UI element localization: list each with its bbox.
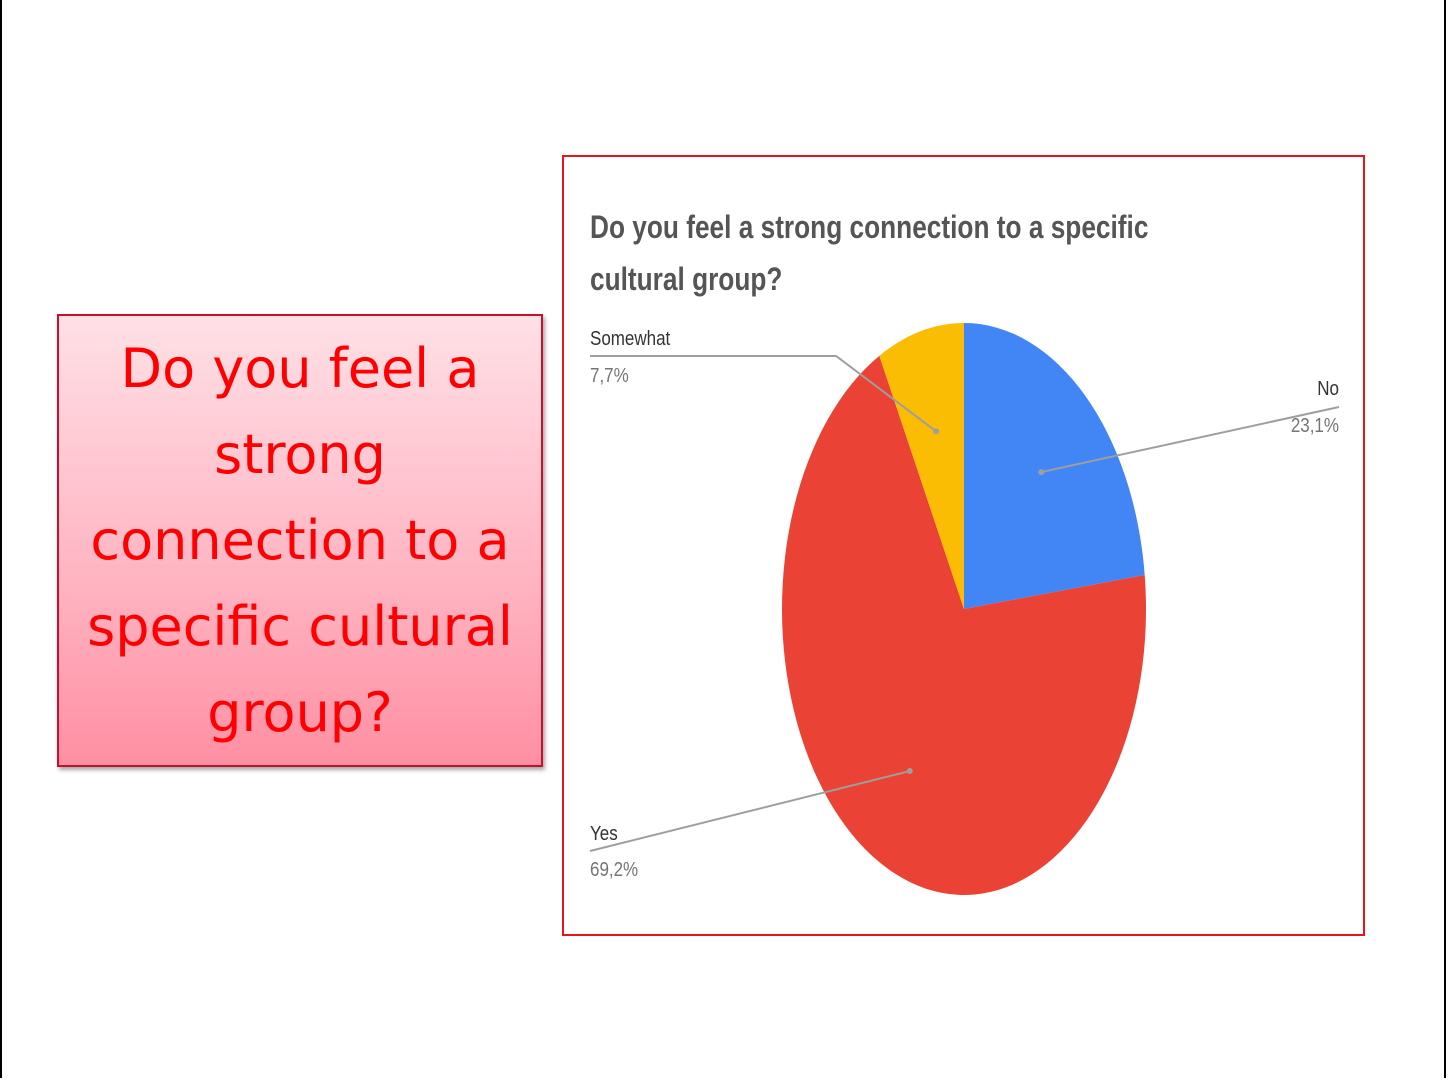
pie-chart: No 23,1% Yes 69,2% Somewhat 7,7% bbox=[589, 323, 1340, 895]
chart-title: Do you feel a strong connection to a spe… bbox=[590, 209, 1149, 297]
leader-line-yes bbox=[589, 770, 911, 852]
slice-value-no: 23,1% bbox=[1291, 414, 1339, 437]
pie-slice-yes bbox=[782, 355, 1146, 895]
chart-panel: Do you feel a strong connection to a spe… bbox=[562, 155, 1365, 936]
leader-dot-yes bbox=[906, 768, 913, 775]
slice-label-yes: Yes bbox=[590, 822, 618, 845]
question-box: Do you feel a strong connection to a spe… bbox=[57, 314, 543, 767]
leader-dot-no bbox=[1038, 469, 1045, 476]
leader-dot-somewhat bbox=[933, 428, 940, 435]
pie-slice-somewhat bbox=[879, 323, 964, 609]
leader-line-no bbox=[1041, 406, 1340, 474]
leader-line-somewhat bbox=[590, 355, 937, 433]
slice-value-yes: 69,2% bbox=[590, 858, 638, 881]
question-text: Do you feel a strong connection to a spe… bbox=[87, 336, 513, 744]
slice-label-somewhat: Somewhat bbox=[590, 327, 671, 350]
slice-label-no: No bbox=[1317, 377, 1339, 400]
pie-slice-no bbox=[964, 323, 1145, 609]
slice-value-somewhat: 7,7% bbox=[590, 364, 629, 387]
